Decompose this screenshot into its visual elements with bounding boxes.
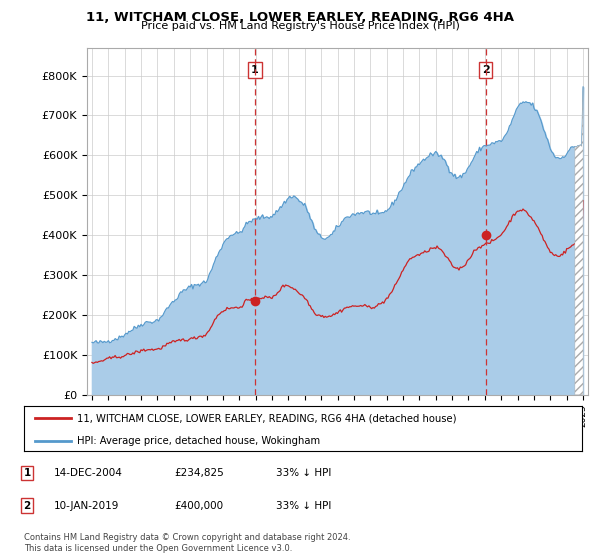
Text: 2: 2 xyxy=(23,501,31,511)
Text: 33% ↓ HPI: 33% ↓ HPI xyxy=(276,468,331,478)
Text: £234,825: £234,825 xyxy=(174,468,224,478)
Text: HPI: Average price, detached house, Wokingham: HPI: Average price, detached house, Woki… xyxy=(77,436,320,446)
Text: Contains HM Land Registry data © Crown copyright and database right 2024.
This d: Contains HM Land Registry data © Crown c… xyxy=(24,533,350,553)
Text: 33% ↓ HPI: 33% ↓ HPI xyxy=(276,501,331,511)
Text: 14-DEC-2004: 14-DEC-2004 xyxy=(54,468,123,478)
Text: 1: 1 xyxy=(251,65,259,75)
Text: 1: 1 xyxy=(23,468,31,478)
Text: £400,000: £400,000 xyxy=(174,501,223,511)
Text: Price paid vs. HM Land Registry's House Price Index (HPI): Price paid vs. HM Land Registry's House … xyxy=(140,21,460,31)
Text: 2: 2 xyxy=(482,65,490,75)
Text: 11, WITCHAM CLOSE, LOWER EARLEY, READING, RG6 4HA (detached house): 11, WITCHAM CLOSE, LOWER EARLEY, READING… xyxy=(77,413,457,423)
Text: 11, WITCHAM CLOSE, LOWER EARLEY, READING, RG6 4HA: 11, WITCHAM CLOSE, LOWER EARLEY, READING… xyxy=(86,11,514,24)
Text: 10-JAN-2019: 10-JAN-2019 xyxy=(54,501,119,511)
